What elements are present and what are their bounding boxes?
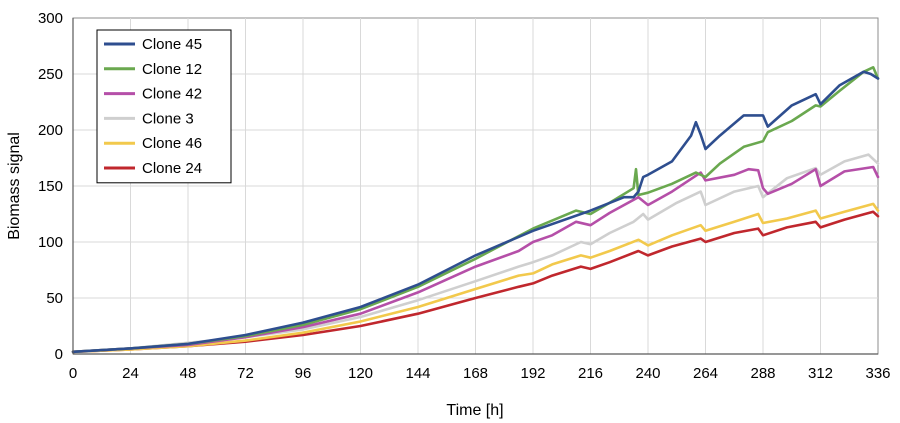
x-tick-label: 240 bbox=[635, 365, 660, 382]
series-line-clone-46 bbox=[71, 202, 880, 354]
x-tick-label: 168 bbox=[463, 365, 488, 382]
series-line-clone-42 bbox=[71, 165, 880, 354]
tick-labels: 0 24 48 72 96 120 144 168 192 216 240 264 288 312 336 0… bbox=[38, 10, 891, 382]
y-tick-label: 250 bbox=[38, 66, 63, 83]
y-tick-label: 150 bbox=[38, 178, 63, 195]
legend: Clone 45 Clone 12 Clone 42 Clone 3 Clone 46 C… bbox=[96, 29, 232, 184]
legend-label-clone-3: Clone 3 bbox=[142, 110, 194, 127]
x-tick-label: 48 bbox=[180, 365, 197, 382]
series-line-clone-24 bbox=[71, 210, 880, 354]
x-tick-label: 336 bbox=[865, 365, 890, 382]
y-tick-label: 200 bbox=[38, 122, 63, 139]
legend-label-clone-45: Clone 45 bbox=[142, 36, 202, 53]
x-tick-label: 192 bbox=[520, 365, 545, 382]
legend-label-clone-12: Clone 12 bbox=[142, 61, 202, 78]
x-tick-label: 264 bbox=[693, 365, 718, 382]
legend-label-clone-46: Clone 46 bbox=[142, 135, 202, 152]
x-tick-label: 72 bbox=[237, 365, 254, 382]
legend-label-clone-42: Clone 42 bbox=[142, 86, 202, 103]
series-line-clone-3 bbox=[71, 153, 880, 354]
y-tick-label: 100 bbox=[38, 234, 63, 251]
y-tick-label: 300 bbox=[38, 10, 63, 27]
x-tick-label: 0 bbox=[69, 365, 77, 382]
x-tick-label: 120 bbox=[348, 365, 373, 382]
x-tick-label: 144 bbox=[405, 365, 430, 382]
x-tick-label: 24 bbox=[122, 365, 139, 382]
x-tick-label: 312 bbox=[808, 365, 833, 382]
legend-box bbox=[96, 29, 232, 184]
series-lines bbox=[71, 66, 880, 354]
legend-label-clone-24: Clone 24 bbox=[142, 160, 202, 177]
y-tick-label: 0 bbox=[55, 346, 63, 363]
series-line-clone-45 bbox=[71, 70, 880, 354]
x-tick-label: 96 bbox=[295, 365, 312, 382]
y-tick-label: 50 bbox=[46, 290, 63, 307]
x-tick-label: 216 bbox=[578, 365, 603, 382]
series-line-clone-12 bbox=[71, 66, 880, 354]
y-axis-title: Biomass signal bbox=[6, 132, 23, 240]
axes bbox=[72, 18, 878, 355]
x-tick-label: 288 bbox=[750, 365, 775, 382]
x-axis-title: Time [h] bbox=[446, 402, 503, 419]
